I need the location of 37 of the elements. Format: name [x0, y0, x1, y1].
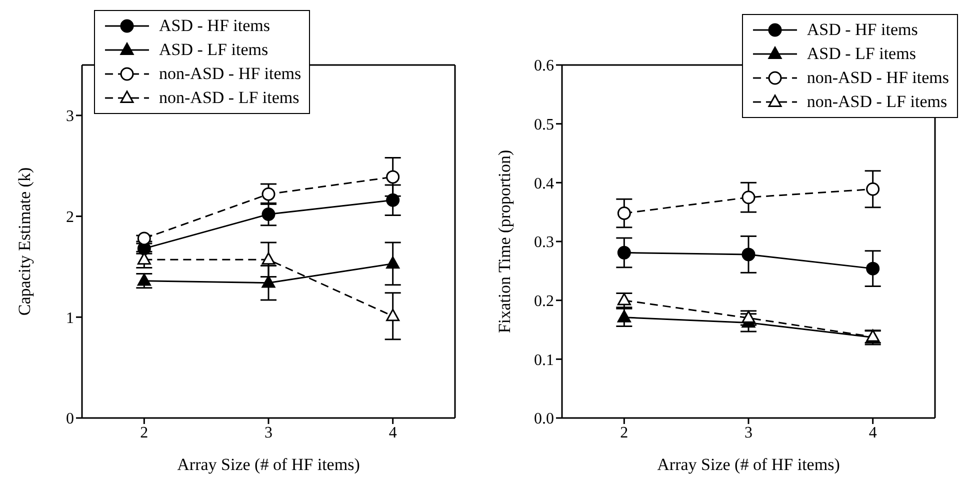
point — [617, 310, 631, 322]
x-tick-label: 3 — [744, 424, 752, 442]
legend-label: ASD - HF items — [159, 15, 270, 37]
y-axis-title: Fixation Time (proportion) — [495, 150, 514, 334]
y-tick-label: 1 — [66, 310, 74, 327]
y-tick-label: 0.5 — [534, 116, 554, 134]
x-tick-label: 4 — [868, 424, 877, 442]
x-axis-title: Array Size (# of HF items) — [177, 455, 360, 474]
y-tick-label: 0.4 — [534, 175, 554, 192]
y-tick-label: 0.1 — [534, 352, 554, 369]
point — [617, 246, 631, 260]
point — [742, 310, 756, 323]
point — [617, 206, 631, 220]
point — [866, 182, 880, 196]
legend-label: non-ASD - LF items — [806, 91, 948, 113]
x-tick-label: 4 — [388, 424, 397, 442]
legend-label: non-ASD - HF items — [159, 63, 302, 85]
point — [866, 262, 880, 276]
x-axis-title: Array Size (# of HF items) — [657, 455, 840, 474]
y-tick-label: 0 — [66, 410, 74, 428]
y-tick-label: 0.3 — [534, 234, 554, 252]
point — [742, 190, 756, 204]
legend-label: non-ASD - LF items — [159, 87, 300, 109]
x-tick-label: 3 — [264, 424, 272, 442]
x-tick-label: 2 — [620, 424, 628, 442]
legend-label: ASD - LF items — [806, 43, 916, 65]
y-tick-label: 0.0 — [534, 410, 554, 428]
y-tick-label: 0.2 — [534, 293, 554, 310]
y-tick-label: 2 — [66, 208, 74, 226]
legend-label: ASD - LF items — [159, 39, 268, 61]
legend-label: non-ASD - HF items — [806, 67, 949, 89]
y-tick-label: 0.6 — [534, 58, 554, 75]
legend-label: ASD - HF items — [806, 19, 918, 41]
y-axis-title: Capacity Estimate (k) — [15, 167, 34, 316]
y-tick-label: 3 — [66, 108, 74, 126]
x-tick-label: 2 — [140, 424, 148, 442]
point — [742, 248, 756, 262]
